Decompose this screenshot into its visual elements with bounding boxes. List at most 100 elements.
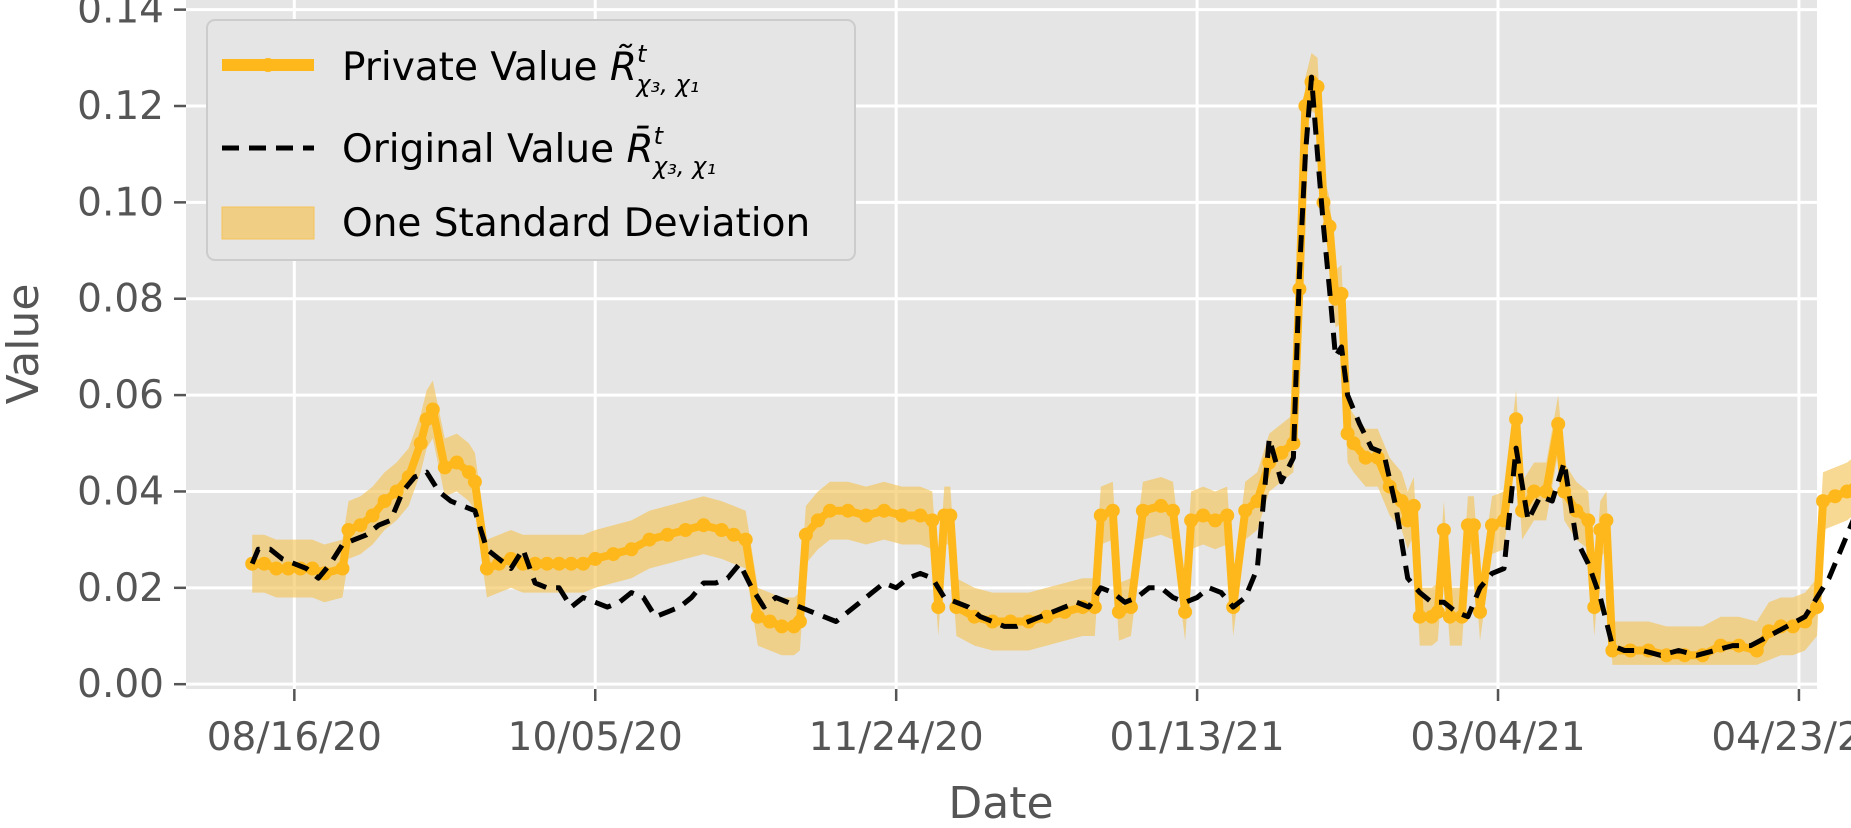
- private-value-point: [696, 518, 711, 533]
- private-value-point: [257, 556, 272, 571]
- private-value-point: [810, 513, 825, 528]
- private-value-point: [726, 527, 741, 542]
- x-tick-label: 01/13/21: [1110, 715, 1285, 760]
- private-value-point: [1346, 436, 1361, 451]
- private-value-point: [576, 556, 591, 571]
- private-value-point: [1761, 624, 1776, 639]
- legend-band-label: One Standard Deviation: [342, 201, 810, 246]
- private-value-point: [1442, 609, 1457, 624]
- y-tick-label: 0.10: [77, 180, 164, 225]
- private-value-point: [1473, 604, 1487, 619]
- legend: Private Value R̃t χ₃, χ₁ Original Value R…: [206, 19, 856, 261]
- x-tick-label: 10/05/20: [508, 715, 683, 760]
- legend-original-sub: χ₃, χ₁: [651, 152, 716, 180]
- private-value-point: [1220, 508, 1235, 523]
- x-tick-label: 08/16/20: [207, 715, 382, 760]
- private-value-point: [606, 547, 621, 562]
- private-value-point: [762, 614, 777, 629]
- y-tick-label: 0.06: [77, 373, 164, 418]
- legend-original-text: Original Value: [342, 127, 627, 172]
- private-value-point: [1785, 619, 1800, 634]
- private-value-point: [1605, 643, 1620, 658]
- private-value-point: [341, 523, 356, 537]
- private-value-point: [1539, 484, 1554, 499]
- private-value-point: [877, 503, 892, 518]
- private-value-point: [660, 527, 675, 542]
- y-tick-label: 0.04: [77, 469, 164, 514]
- private-value-point: [1430, 604, 1445, 619]
- private-value-point: [925, 513, 940, 528]
- private-value-point: [1581, 513, 1596, 528]
- x-tick-label: 04/23/21: [1711, 715, 1851, 760]
- private-value-point: [1485, 518, 1499, 533]
- private-value-point: [1394, 494, 1409, 509]
- private-value-point: [1370, 450, 1385, 465]
- private-value-point: [305, 561, 320, 576]
- private-value-point: [540, 556, 555, 571]
- legend-box: [206, 19, 856, 261]
- private-value-point: [1551, 417, 1566, 431]
- private-value-point: [913, 508, 928, 523]
- private-value-point: [841, 503, 855, 518]
- legend-band-swatch: [221, 206, 315, 240]
- private-value-point: [437, 460, 452, 475]
- private-value-point: [624, 542, 639, 557]
- y-tick-label: 0.12: [77, 84, 164, 129]
- axes: 0.00 0.02 0.04 0.06 0.08 0.10 0.12 0.14 08/16/20…: [77, 0, 1851, 760]
- std-dev-band: [252, 53, 1851, 665]
- private-value-point: [738, 532, 753, 547]
- private-value-point: [425, 402, 440, 417]
- private-value-point: [1828, 489, 1843, 504]
- private-value-point: [564, 556, 579, 571]
- private-value-point: [774, 619, 789, 634]
- private-value-point: [479, 561, 494, 576]
- y-tick-label: 0.02: [77, 566, 164, 611]
- private-value-point: [1105, 503, 1120, 518]
- private-value-point: [1286, 436, 1301, 451]
- legend-original-symbol: R̄: [627, 126, 654, 172]
- legend-original-sup: t: [654, 122, 665, 150]
- private-value-point: [588, 551, 603, 566]
- private-value-point: [798, 527, 813, 542]
- legend-private-symbol: R̃: [610, 43, 637, 90]
- private-value-point: [467, 474, 482, 489]
- private-value-point: [1466, 518, 1481, 533]
- private-value-point: [1436, 523, 1451, 537]
- private-value-point: [449, 455, 464, 470]
- legend-private-sub: χ₃, χ₁: [634, 70, 699, 98]
- private-value-point: [1093, 508, 1108, 523]
- private-value-point: [943, 508, 958, 523]
- private-value-point: [1400, 513, 1415, 528]
- legend-private-text: Private Value: [342, 45, 610, 90]
- private-value-point: [1087, 600, 1102, 615]
- private-value-point: [365, 508, 380, 523]
- y-tick-label: 0.00: [77, 662, 164, 707]
- private-value-point: [1039, 609, 1054, 624]
- private-value-point: [1810, 600, 1824, 615]
- private-value-point: [1274, 445, 1289, 460]
- legend-private-sup: t: [637, 40, 648, 68]
- private-value-point: [1196, 508, 1211, 523]
- original-value-series: [249, 74, 1851, 658]
- private-value-point: [1208, 513, 1223, 528]
- private-value-point: [1178, 604, 1193, 619]
- private-value-point: [642, 532, 657, 547]
- private-value-point: [389, 484, 404, 499]
- private-value-point: [1599, 513, 1614, 528]
- private-value-point: [335, 561, 350, 576]
- private-value-point: [1310, 79, 1325, 94]
- private-value-point: [1509, 412, 1524, 427]
- x-tick-label: 03/04/21: [1410, 715, 1585, 760]
- y-tick-label: 0.14: [77, 0, 164, 33]
- private-value-point: [678, 523, 693, 537]
- private-value-point: [750, 609, 765, 624]
- private-value-point: [552, 556, 567, 571]
- private-value-point: [1111, 604, 1126, 619]
- legend-private-label: Private Value R̃t χ₃, χ₁: [342, 40, 699, 98]
- private-value-point: [1292, 282, 1307, 297]
- x-tick-label: 11/24/20: [809, 715, 984, 760]
- private-value-point: [269, 561, 284, 576]
- private-value-point: [377, 494, 392, 509]
